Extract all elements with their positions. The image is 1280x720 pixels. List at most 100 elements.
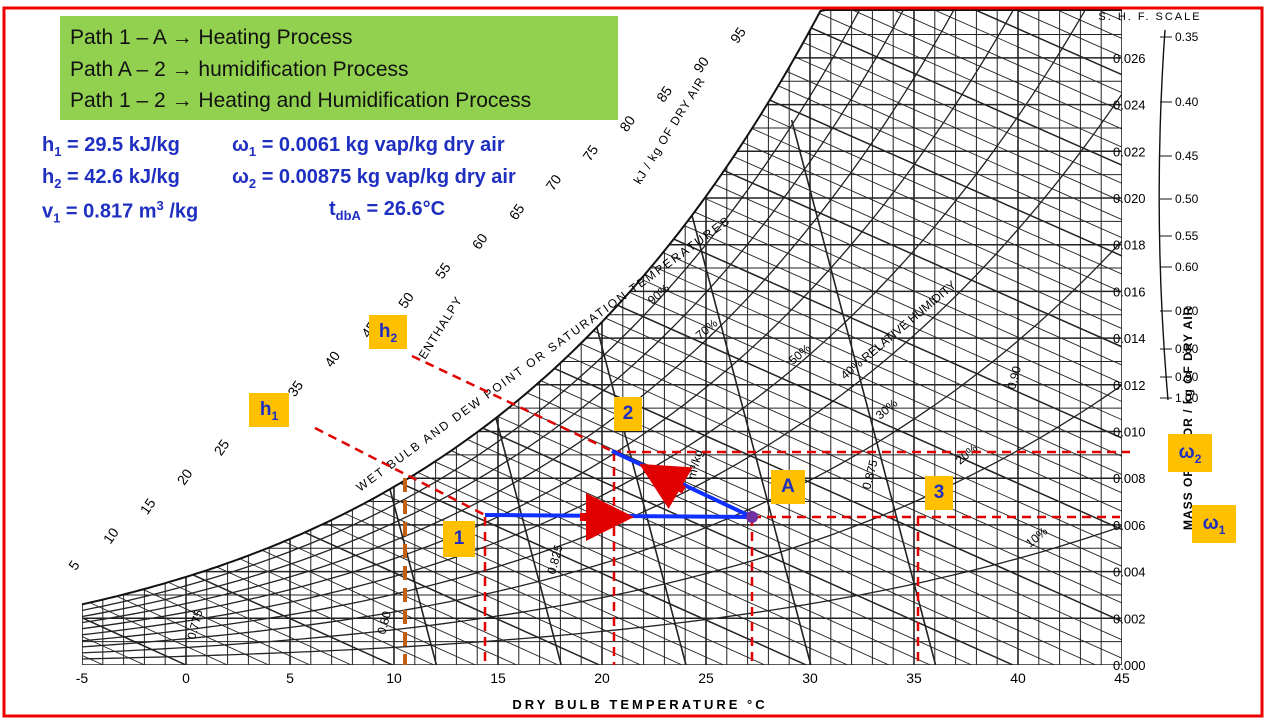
- enthalpy-line: [512, 404, 1096, 665]
- enthalpy-line: [818, 12, 1122, 665]
- volume-line: [790, 119, 937, 665]
- enthalpy-line: [617, 304, 1122, 665]
- shf-tick-label: 0.55: [1175, 229, 1199, 243]
- enthalpy-line: [742, 142, 1122, 665]
- enthalpy-line: [849, 10, 1122, 665]
- text-segment: 2: [54, 176, 62, 191]
- text-segment: = 0.00875 kg vap/kg dry air: [256, 166, 516, 188]
- text-segment: ω: [232, 134, 249, 156]
- text-segment: 2: [248, 176, 257, 191]
- x-tick-label: -5: [76, 670, 89, 686]
- y-axis-title: MASS OF VAPOR / kg OF DRY AIR: [1181, 306, 1195, 530]
- property: ω2 = 0.00875 kg vap/kg dry air: [232, 166, 516, 191]
- shf-tick-label: 0.45: [1175, 149, 1199, 163]
- property: ω1 = 0.0061 kg vap/kg dry air: [232, 134, 505, 159]
- point-3-tag: 3: [925, 476, 953, 510]
- enthalpy-line: [467, 439, 972, 665]
- y-tick-label: 0.002: [1113, 611, 1146, 626]
- enthalpy-line: [363, 503, 724, 665]
- process-1-a: [484, 513, 753, 519]
- enthalpy-line: [261, 549, 517, 665]
- enthalpy-tick-label: 80: [616, 112, 638, 134]
- y-tick-label: 0.010: [1113, 425, 1146, 440]
- property: tdbA = 26.6°C: [329, 198, 445, 223]
- shf-tick-label: 0.40: [1175, 95, 1199, 109]
- property: h2 = 42.6 kJ/kg: [42, 166, 180, 191]
- rh-curve: [82, 10, 1122, 624]
- property: h1 = 29.5 kJ/kg: [42, 134, 180, 159]
- enthalpy-line: [540, 380, 1122, 665]
- enthalpy-line: [593, 330, 1122, 665]
- point-1-tag: 1: [443, 521, 475, 557]
- text-segment: 2: [1194, 451, 1202, 466]
- shf-axis: [1158, 29, 1169, 401]
- point-2-tag: 2: [614, 397, 642, 431]
- enthalpy-line: [382, 493, 766, 665]
- text-segment: 3: [156, 198, 164, 213]
- text-segment: 1: [248, 144, 257, 159]
- enthalpy-line: [82, 619, 104, 665]
- x-tick-label: 35: [906, 670, 922, 686]
- enthalpy-line: [714, 184, 1122, 665]
- x-tick-label: 0: [182, 670, 190, 686]
- rh-label: 30%: [873, 396, 901, 422]
- volume-label: 0.90: [1004, 364, 1024, 390]
- enthalpy-line: [751, 128, 1122, 665]
- path-line: Path A – 2 → humidification Process: [70, 57, 409, 81]
- text-segment: 1: [1218, 522, 1226, 537]
- x-tick-label: 30: [802, 670, 818, 686]
- enthalpy-tick-label: 20: [174, 466, 196, 488]
- x-tick-label: 15: [490, 670, 506, 686]
- enthalpy-line: [841, 10, 1122, 665]
- y-tick-label: 0.024: [1113, 98, 1146, 113]
- enthalpy-line: [116, 595, 269, 665]
- state-a-dot: [746, 511, 758, 523]
- enthalpy-tick-label: 40: [321, 348, 343, 370]
- text-segment: dbA: [335, 208, 361, 223]
- x-tick-label: 20: [594, 670, 610, 686]
- enthalpy-tick-label: 55: [432, 260, 454, 282]
- enthalpy-line: [684, 225, 1122, 665]
- enthalpy-tick-label: 95: [727, 24, 749, 46]
- enthalpy-line: [704, 197, 1122, 665]
- text-segment: = 0.817 m: [60, 200, 157, 223]
- enthalpy-line: [760, 113, 1122, 665]
- enthalpy-line: [640, 278, 1122, 665]
- enthalpy-line: [434, 461, 890, 665]
- enthalpy-line: [142, 588, 311, 665]
- x-tick-label: 25: [698, 670, 714, 686]
- shf-tick-label: 0.90: [1175, 370, 1199, 384]
- enthalpy-line: [723, 169, 1122, 665]
- h2-tag: h2: [369, 315, 407, 349]
- enthalpy-line: [810, 27, 1122, 665]
- enthalpy-line: [856, 10, 1122, 665]
- text-segment: h: [42, 166, 55, 188]
- enthalpy-line: [794, 56, 1122, 665]
- enthalpy-line: [826, 10, 1122, 665]
- y-tick-label: 0.000: [1113, 658, 1146, 673]
- arrow-humidification: [639, 463, 693, 509]
- enthalpy-title: ENTHALPY: [416, 294, 466, 362]
- enthalpy-line: [451, 450, 931, 665]
- enthalpy-tick-label: 50: [395, 289, 417, 311]
- enthalpy-line: [304, 531, 600, 665]
- property: v1 = 0.817 m3 /kg: [42, 198, 198, 226]
- enthalpy-line: [884, 10, 1122, 665]
- text-segment: 1: [271, 408, 279, 423]
- text-segment: = 26.6°C: [360, 198, 446, 220]
- y-tick-label: 0.018: [1113, 238, 1146, 253]
- enthalpy-tick-label: 60: [469, 230, 491, 252]
- text-segment: 1: [54, 144, 62, 159]
- y-tick-label: 0.012: [1113, 378, 1146, 393]
- text-segment: h: [42, 134, 55, 156]
- enthalpy-tick-label: 90: [690, 53, 712, 75]
- y-tick-label: 0.022: [1113, 144, 1146, 159]
- h2-line: [411, 354, 613, 453]
- text-segment: v: [42, 200, 54, 223]
- x-axis-title: DRY BULB TEMPERATURE °C: [512, 697, 767, 712]
- enthalpy-line: [605, 317, 1122, 665]
- rh-curve: [82, 10, 1122, 630]
- enthalpy-tick-label: 75: [579, 142, 601, 164]
- path-summary: Path 1 – A → Heating Process Path A – 2 …: [60, 16, 618, 120]
